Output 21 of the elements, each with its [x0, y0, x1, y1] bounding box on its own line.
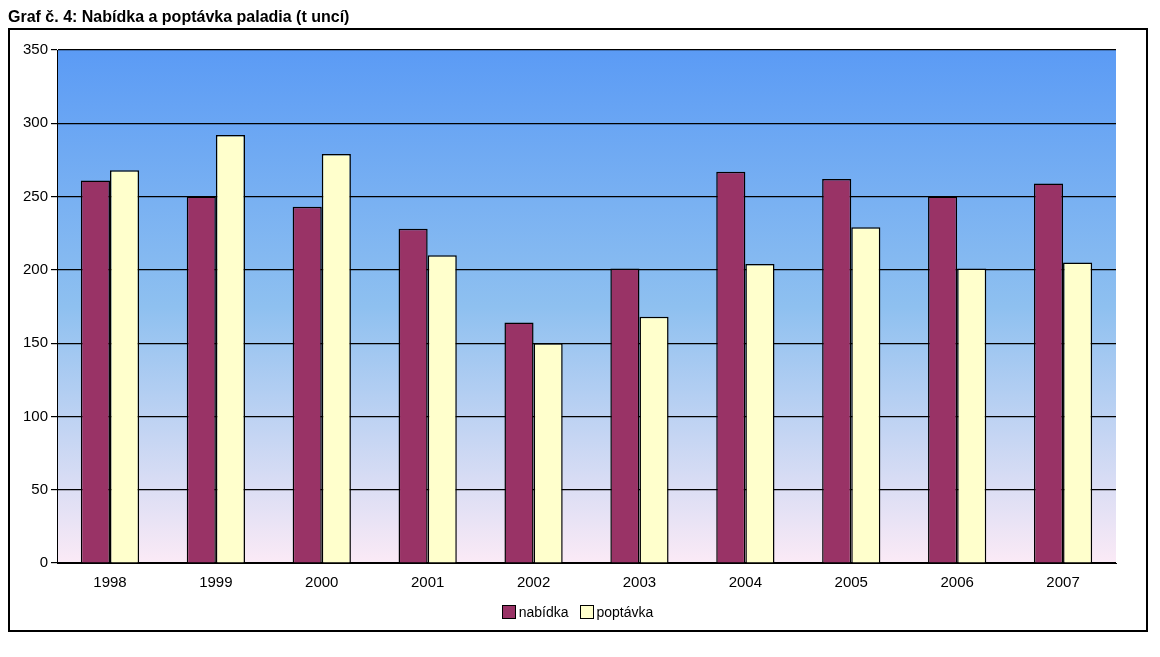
x-tick-label: 1998: [93, 573, 127, 591]
x-tick-label: 2005: [834, 573, 868, 591]
y-tick-label: 150: [23, 333, 49, 351]
x-tick-label: 1999: [199, 573, 233, 591]
x-tick-label: 2004: [728, 573, 763, 591]
y-tick-label: 100: [23, 406, 49, 424]
y-tick-label: 50: [31, 479, 49, 497]
chart-title: Graf č. 4: Nabídka a poptávka paladia (t uncí): [8, 8, 351, 26]
y-tick-label: 350: [23, 40, 49, 58]
y-tick-label: 300: [23, 113, 49, 131]
x-tick-label: 2006: [940, 573, 974, 591]
legend-label: nabídka: [518, 604, 569, 620]
x-tick-label: 2002: [516, 573, 551, 591]
x-tick-label: 2003: [622, 573, 657, 591]
x-tick-label: 2001: [410, 573, 445, 591]
legend-label: poptávka: [596, 604, 654, 620]
y-tick-label: 0: [39, 553, 49, 571]
y-tick-label: 250: [23, 186, 49, 204]
x-tick-label: 2000: [305, 573, 339, 591]
x-tick-label: 2007: [1046, 573, 1080, 591]
y-tick-label: 200: [23, 260, 49, 277]
